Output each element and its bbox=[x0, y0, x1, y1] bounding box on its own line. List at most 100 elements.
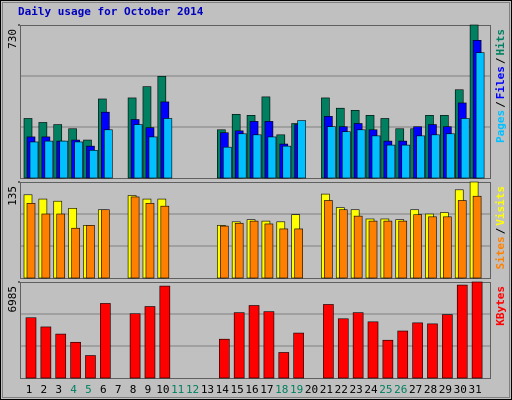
bar bbox=[413, 214, 422, 279]
legend-separator: / bbox=[494, 57, 507, 64]
bar bbox=[25, 317, 37, 379]
bar bbox=[40, 326, 52, 379]
x-tick-label: 30 bbox=[454, 383, 467, 396]
x-tick-label: 4 bbox=[70, 383, 77, 396]
bar bbox=[442, 314, 453, 379]
bar bbox=[44, 140, 54, 179]
bar bbox=[133, 124, 143, 179]
x-tick-label: 24 bbox=[364, 383, 378, 396]
x-tick-label: 22 bbox=[335, 383, 348, 396]
bar bbox=[41, 213, 51, 279]
bar bbox=[159, 285, 171, 379]
bar bbox=[460, 118, 470, 179]
x-tick-label: 26 bbox=[394, 383, 407, 396]
bar bbox=[338, 209, 348, 279]
bar bbox=[446, 133, 455, 179]
bar bbox=[130, 196, 140, 279]
legend-entry: Sites bbox=[494, 236, 507, 269]
bar bbox=[74, 141, 83, 179]
bar bbox=[237, 133, 247, 179]
x-tick-label: 7 bbox=[115, 383, 122, 396]
bar bbox=[456, 284, 468, 379]
x-tick-label: 10 bbox=[156, 383, 169, 396]
bar bbox=[163, 118, 173, 179]
x-tick-label: 31 bbox=[468, 383, 481, 396]
bar bbox=[248, 305, 260, 379]
x-tick-label: 25 bbox=[379, 383, 392, 396]
bar bbox=[264, 223, 274, 279]
bar bbox=[427, 323, 438, 379]
x-tick-label: 1 bbox=[26, 383, 33, 396]
bar bbox=[294, 228, 303, 279]
bar bbox=[412, 322, 423, 379]
legend: Pages/Files/Hits bbox=[494, 29, 507, 143]
x-tick-label: 11 bbox=[171, 383, 184, 396]
bar bbox=[223, 146, 232, 179]
bar bbox=[428, 216, 437, 279]
x-tick-label: 3 bbox=[55, 383, 62, 396]
bar bbox=[263, 311, 275, 379]
bar bbox=[26, 203, 36, 279]
x-tick-label: 19 bbox=[290, 383, 303, 396]
bar bbox=[401, 144, 411, 179]
legend-entry: Visits bbox=[494, 186, 507, 226]
x-tick-label: 21 bbox=[320, 383, 333, 396]
x-tick-label: 29 bbox=[439, 383, 452, 396]
bar bbox=[431, 134, 440, 179]
x-tick-label: 9 bbox=[145, 383, 152, 396]
chart-title: Daily usage for October 2014 bbox=[18, 5, 204, 18]
bar bbox=[278, 352, 290, 379]
legend-entry: KBytes bbox=[494, 286, 507, 326]
legend: KBytes bbox=[494, 286, 507, 326]
x-tick-label: 8 bbox=[130, 383, 137, 396]
x-tick-label: 12 bbox=[186, 383, 199, 396]
legend-entry: Hits bbox=[494, 29, 507, 56]
bar bbox=[267, 136, 277, 179]
bar bbox=[145, 203, 155, 279]
bar bbox=[160, 205, 170, 279]
bar bbox=[100, 303, 111, 379]
bar bbox=[356, 129, 366, 179]
bar bbox=[220, 225, 229, 279]
bar bbox=[341, 131, 351, 179]
bar bbox=[234, 222, 244, 279]
bar bbox=[89, 150, 98, 179]
x-tick-label: 15 bbox=[231, 383, 244, 396]
bar bbox=[55, 333, 67, 379]
y-tick-label: 6985 bbox=[6, 286, 19, 313]
bar bbox=[219, 338, 230, 379]
x-tick-label: 20 bbox=[305, 383, 318, 396]
bar bbox=[337, 318, 349, 379]
x-tick-label: 2 bbox=[41, 383, 48, 396]
bar bbox=[368, 220, 378, 279]
legend-separator: / bbox=[494, 101, 507, 108]
bar bbox=[371, 135, 381, 179]
bar bbox=[352, 312, 364, 379]
legend-entry: Files bbox=[494, 66, 507, 99]
bar bbox=[129, 313, 141, 379]
bar bbox=[382, 339, 394, 379]
x-tick-label: 27 bbox=[409, 383, 422, 396]
bar bbox=[324, 200, 333, 279]
bar bbox=[323, 304, 334, 379]
bar bbox=[29, 141, 39, 179]
bar bbox=[327, 126, 336, 179]
bar bbox=[70, 341, 81, 379]
bar bbox=[86, 225, 95, 279]
bar bbox=[56, 213, 66, 279]
bar bbox=[398, 220, 408, 279]
bar bbox=[148, 136, 158, 179]
bar bbox=[472, 195, 482, 279]
x-tick-label: 17 bbox=[260, 383, 273, 396]
x-tick-label: 14 bbox=[216, 383, 230, 396]
bar bbox=[367, 321, 379, 379]
bar bbox=[101, 209, 110, 279]
y-tick-label: 730 bbox=[6, 29, 19, 49]
x-tick-label: 18 bbox=[275, 383, 288, 396]
bar bbox=[104, 129, 113, 179]
legend: Sites /Visits bbox=[494, 186, 507, 270]
bar bbox=[85, 355, 96, 379]
y-tick-label: 135 bbox=[6, 186, 19, 206]
bar bbox=[386, 144, 396, 179]
bar bbox=[233, 312, 245, 379]
